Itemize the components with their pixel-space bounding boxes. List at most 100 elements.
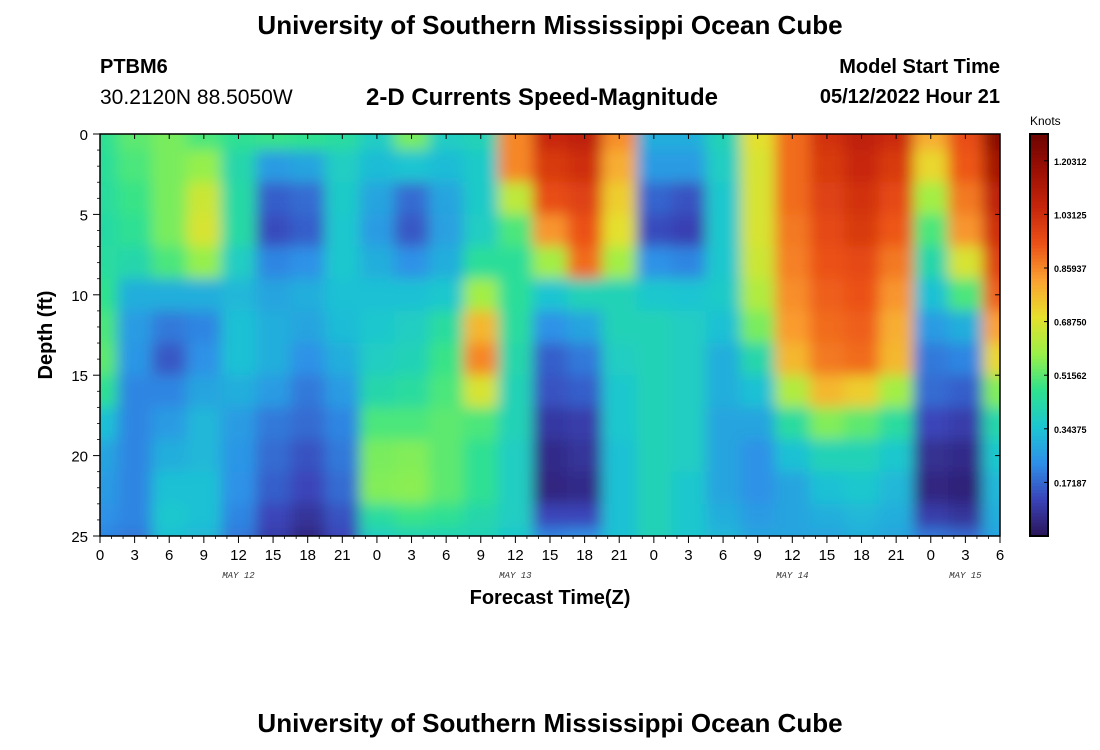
colorbar-swatch — [1030, 402, 1048, 406]
colorbar-swatch — [1030, 314, 1048, 319]
colorbar-swatch — [1030, 355, 1048, 360]
heat-cell — [913, 134, 949, 151]
heat-cell — [255, 343, 292, 376]
colorbar-swatch — [1030, 509, 1048, 514]
colorbar-swatch — [1030, 174, 1048, 179]
heat-cell — [221, 134, 257, 151]
colorbar-swatch — [1030, 241, 1048, 246]
heat-cell — [636, 439, 672, 473]
heat-cell — [221, 343, 257, 376]
heat-cell — [100, 375, 119, 409]
heat-cell — [982, 214, 1000, 248]
heat-cell — [982, 246, 1000, 280]
colorbar-swatch — [1030, 519, 1048, 524]
colorbar-swatch — [1030, 308, 1048, 313]
heat-cell — [498, 278, 534, 312]
heat-cell — [359, 375, 396, 409]
heat-cell — [601, 134, 638, 151]
heat-cell — [913, 310, 949, 344]
heat-cell — [705, 527, 742, 536]
colorbar-swatch — [1030, 348, 1048, 353]
heat-cell — [705, 503, 742, 529]
heat-cell — [221, 527, 257, 536]
heat-cell — [775, 471, 811, 505]
colorbar-swatch — [1030, 341, 1048, 346]
colorbar-swatch — [1030, 532, 1048, 537]
heat-cell — [775, 134, 811, 151]
heat-cell — [498, 214, 534, 248]
heat-cell — [601, 214, 638, 248]
heat-cell — [705, 310, 742, 344]
heat-cell — [982, 150, 1000, 184]
colorbar-swatch — [1030, 281, 1048, 286]
colorbar-tick-label: 0.85937 — [1054, 264, 1087, 274]
heat-cell — [221, 471, 257, 505]
x-tick-label: 3 — [407, 547, 415, 564]
heat-cell — [567, 407, 603, 441]
heat-cell — [117, 439, 153, 473]
heat-cell — [359, 150, 396, 184]
colorbar-swatch — [1030, 288, 1048, 293]
heat-cell — [809, 310, 846, 344]
colorbar-swatch — [1030, 442, 1048, 447]
heat-cell — [359, 278, 396, 312]
x-tick-label: 15 — [542, 547, 559, 564]
heat-cell — [428, 439, 465, 473]
x-tick-label: 21 — [611, 547, 628, 564]
date-label: MAY 15 — [949, 571, 982, 581]
heat-cell — [775, 375, 811, 409]
heat-cell — [117, 310, 153, 344]
heat-cell — [878, 527, 915, 536]
x-tick-label: 15 — [819, 547, 836, 564]
colorbar-swatch — [1030, 512, 1048, 517]
x-tick-label: 21 — [334, 547, 351, 564]
heat-cell — [705, 439, 742, 473]
x-tick-label: 18 — [299, 547, 316, 564]
heat-cell — [463, 134, 499, 151]
heat-cell — [636, 527, 672, 536]
heat-cell — [671, 134, 707, 151]
heat-cell — [463, 343, 499, 376]
colorbar-swatch — [1030, 438, 1048, 443]
heat-cell — [671, 343, 707, 376]
heat-cell — [221, 439, 257, 473]
heat-cell — [498, 182, 534, 216]
heat-cell — [394, 439, 430, 473]
heat-cell — [394, 246, 430, 280]
colorbar-swatch — [1030, 462, 1048, 467]
heat-cell — [255, 150, 292, 184]
y-tick-label: 20 — [71, 449, 88, 466]
heat-cell — [100, 503, 119, 529]
heat-cell — [100, 134, 119, 151]
heat-cell — [186, 134, 222, 151]
colorbar-swatch — [1030, 164, 1048, 169]
heat-cell — [740, 182, 776, 216]
heat-cell — [428, 150, 465, 184]
colorbar-swatch — [1030, 408, 1048, 413]
heat-cell — [151, 375, 188, 409]
heat-cell — [740, 503, 776, 529]
heat-cell — [359, 407, 396, 441]
colorbar-swatch — [1030, 525, 1048, 530]
heat-cell — [186, 439, 222, 473]
colorbar-swatch — [1030, 529, 1048, 534]
heat-cell — [532, 471, 569, 505]
y-tick-label: 10 — [71, 288, 88, 305]
colorbar-swatch — [1030, 271, 1048, 276]
heat-cell — [151, 343, 188, 376]
heat-cell — [913, 278, 949, 312]
colorbar-swatch — [1030, 150, 1048, 155]
x-tick-label: 9 — [477, 547, 485, 564]
heat-cell — [186, 150, 222, 184]
heat-cell — [428, 527, 465, 536]
heat-cell — [913, 407, 949, 441]
heat-cell — [948, 439, 984, 473]
colorbar-swatch — [1030, 177, 1048, 182]
heat-cell — [117, 407, 153, 441]
heat-cell — [498, 439, 534, 473]
heat-cell — [878, 407, 915, 441]
heat-cell — [775, 503, 811, 529]
heat-cell — [913, 471, 949, 505]
heat-cell — [290, 375, 326, 409]
